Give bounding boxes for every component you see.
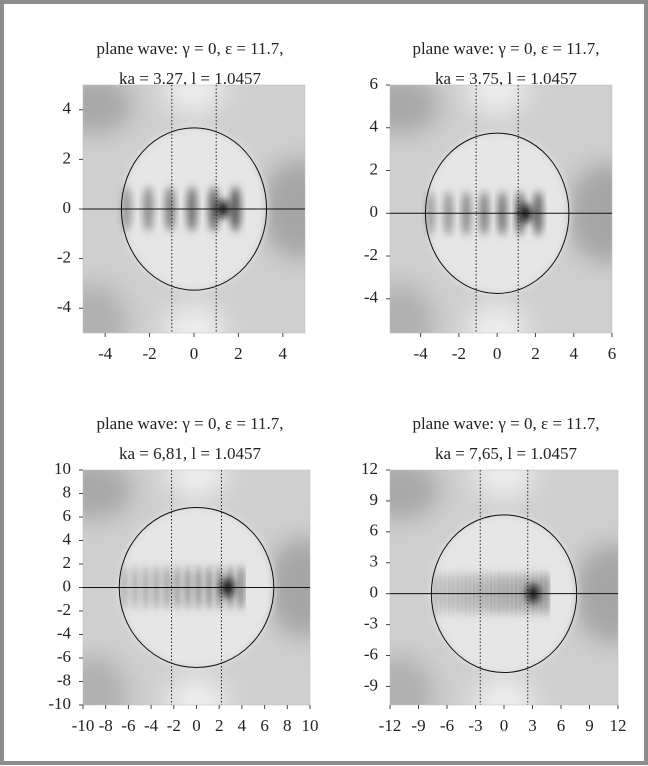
y-tick-label: 10 bbox=[54, 459, 71, 478]
panel-subtitle: ka = 3.27, l = 1.0457 bbox=[119, 69, 261, 88]
shade bbox=[164, 303, 224, 333]
shade bbox=[474, 470, 534, 500]
y-tick-label: 2 bbox=[370, 159, 379, 178]
y-tick-label: -6 bbox=[364, 644, 378, 663]
shade bbox=[83, 470, 133, 520]
shade bbox=[83, 655, 128, 705]
x-tick-label: 12 bbox=[610, 716, 627, 735]
x-tick-label: -4 bbox=[414, 344, 429, 363]
x-tick-label: -4 bbox=[144, 716, 159, 735]
y-tick-label: 4 bbox=[63, 99, 72, 118]
y-tick-label: -2 bbox=[57, 248, 71, 267]
x-tick-label: -6 bbox=[121, 716, 135, 735]
x-tick-label: -2 bbox=[167, 716, 181, 735]
y-tick-label: 0 bbox=[63, 576, 72, 595]
x-tick-label: -4 bbox=[98, 344, 113, 363]
y-tick-label: 2 bbox=[63, 553, 72, 572]
x-tick-label: -9 bbox=[411, 716, 425, 735]
y-tick-label: 3 bbox=[370, 552, 379, 571]
y-tick-label: 9 bbox=[370, 490, 379, 509]
x-tick-label: 8 bbox=[283, 716, 292, 735]
x-tick-label: 4 bbox=[238, 716, 247, 735]
x-tick-label: 0 bbox=[192, 716, 201, 735]
y-tick-label: 0 bbox=[63, 198, 72, 217]
x-tick-label: 6 bbox=[608, 344, 617, 363]
panel-title: plane wave: γ = 0, ε = 11.7, bbox=[96, 414, 283, 433]
y-tick-label: 4 bbox=[370, 117, 379, 136]
y-tick-label: 8 bbox=[63, 482, 72, 501]
x-tick-label: -8 bbox=[99, 716, 113, 735]
shade bbox=[166, 470, 227, 500]
y-tick-label: 6 bbox=[63, 506, 72, 525]
shade bbox=[390, 283, 435, 333]
x-tick-label: 0 bbox=[500, 716, 509, 735]
y-tick-label: -4 bbox=[364, 288, 379, 307]
shade bbox=[390, 470, 440, 520]
shade bbox=[390, 85, 440, 135]
x-tick-label: 10 bbox=[302, 716, 319, 735]
x-tick-label: 2 bbox=[215, 716, 224, 735]
field-map bbox=[390, 85, 612, 333]
y-tick-label: -8 bbox=[57, 670, 71, 689]
y-tick-label: 0 bbox=[370, 202, 379, 221]
y-tick-label: -2 bbox=[57, 600, 71, 619]
shade bbox=[83, 85, 133, 135]
x-tick-label: 3 bbox=[528, 716, 537, 735]
x-tick-label: -3 bbox=[468, 716, 482, 735]
x-tick-label: 4 bbox=[569, 344, 578, 363]
field-map bbox=[390, 470, 618, 705]
figure: plane wave: γ = 0, ε = 11.7, ka = 3.27, l… bbox=[48, 39, 627, 735]
plot-frame bbox=[389, 84, 613, 334]
y-tick-label: -2 bbox=[364, 245, 378, 264]
shade bbox=[467, 85, 528, 115]
x-tick-label: 6 bbox=[260, 716, 269, 735]
x-tick-label: 2 bbox=[234, 344, 243, 363]
x-tick-label: 0 bbox=[190, 344, 199, 363]
panel-title: plane wave: γ = 0, ε = 11.7, bbox=[412, 39, 599, 58]
y-tick-label: -6 bbox=[57, 647, 71, 666]
x-tick-label: -2 bbox=[452, 344, 466, 363]
y-tick-label: -9 bbox=[364, 675, 378, 694]
panel-title: plane wave: γ = 0, ε = 11.7, bbox=[96, 39, 283, 58]
x-tick-label: 9 bbox=[585, 716, 594, 735]
y-tick-label: -4 bbox=[57, 623, 72, 642]
shade bbox=[390, 655, 435, 705]
y-tick-label: -3 bbox=[364, 614, 378, 633]
x-tick-label: 2 bbox=[531, 344, 540, 363]
y-tick-label: 0 bbox=[370, 583, 379, 602]
panel-subtitle: ka = 3.75, l = 1.0457 bbox=[435, 69, 577, 88]
shade bbox=[166, 675, 227, 705]
shade bbox=[164, 85, 224, 115]
y-tick-label: -10 bbox=[48, 694, 71, 713]
shade bbox=[83, 283, 128, 333]
y-tick-label: 6 bbox=[370, 521, 379, 540]
panel-subtitle: ka = 7,65, l = 1.0457 bbox=[435, 444, 577, 463]
shade bbox=[467, 303, 528, 333]
y-tick-label: 4 bbox=[63, 529, 72, 548]
shade bbox=[474, 675, 534, 705]
x-tick-label: 0 bbox=[493, 344, 502, 363]
y-tick-label: 2 bbox=[63, 148, 72, 167]
panel-title: plane wave: γ = 0, ε = 11.7, bbox=[412, 414, 599, 433]
x-tick-label: 4 bbox=[279, 344, 288, 363]
y-tick-label: 12 bbox=[361, 459, 378, 478]
panel-subtitle: ka = 6,81, l = 1.0457 bbox=[119, 444, 261, 463]
x-tick-label: -2 bbox=[143, 344, 157, 363]
x-tick-label: 6 bbox=[557, 716, 566, 735]
y-tick-label: -4 bbox=[57, 297, 72, 316]
x-tick-label: -12 bbox=[379, 716, 402, 735]
y-tick-label: 6 bbox=[370, 74, 379, 93]
x-tick-label: -6 bbox=[440, 716, 454, 735]
x-tick-label: -10 bbox=[72, 716, 95, 735]
